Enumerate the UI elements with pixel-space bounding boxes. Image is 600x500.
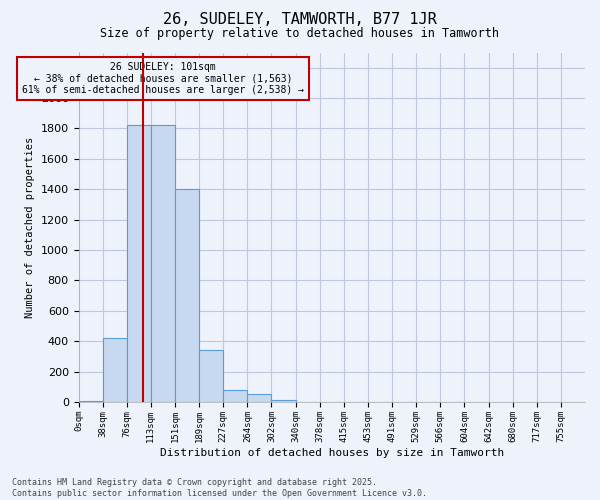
Bar (223, 390, 247, 402)
Text: Contains HM Land Registry data © Crown copyright and database right 2025.
Contai: Contains HM Land Registry data © Crown c… (12, 478, 427, 498)
Bar (103, 338, 127, 402)
Y-axis label: Number of detached properties: Number of detached properties (25, 136, 35, 318)
Text: 26 SUDELEY: 101sqm
← 38% of detached houses are smaller (1,563)
61% of semi-deta: 26 SUDELEY: 101sqm ← 38% of detached hou… (22, 62, 304, 95)
X-axis label: Distribution of detached houses by size in Tamworth: Distribution of detached houses by size … (160, 448, 504, 458)
Bar (175, 190, 199, 402)
Bar (247, 394, 271, 402)
Bar (199, 350, 223, 402)
Text: 26, SUDELEY, TAMWORTH, B77 1JR: 26, SUDELEY, TAMWORTH, B77 1JR (163, 12, 437, 28)
Bar (127, 126, 151, 402)
Bar (79, 400, 103, 402)
Bar (151, 126, 175, 402)
Text: Size of property relative to detached houses in Tamworth: Size of property relative to detached ho… (101, 28, 499, 40)
Bar (271, 400, 296, 402)
